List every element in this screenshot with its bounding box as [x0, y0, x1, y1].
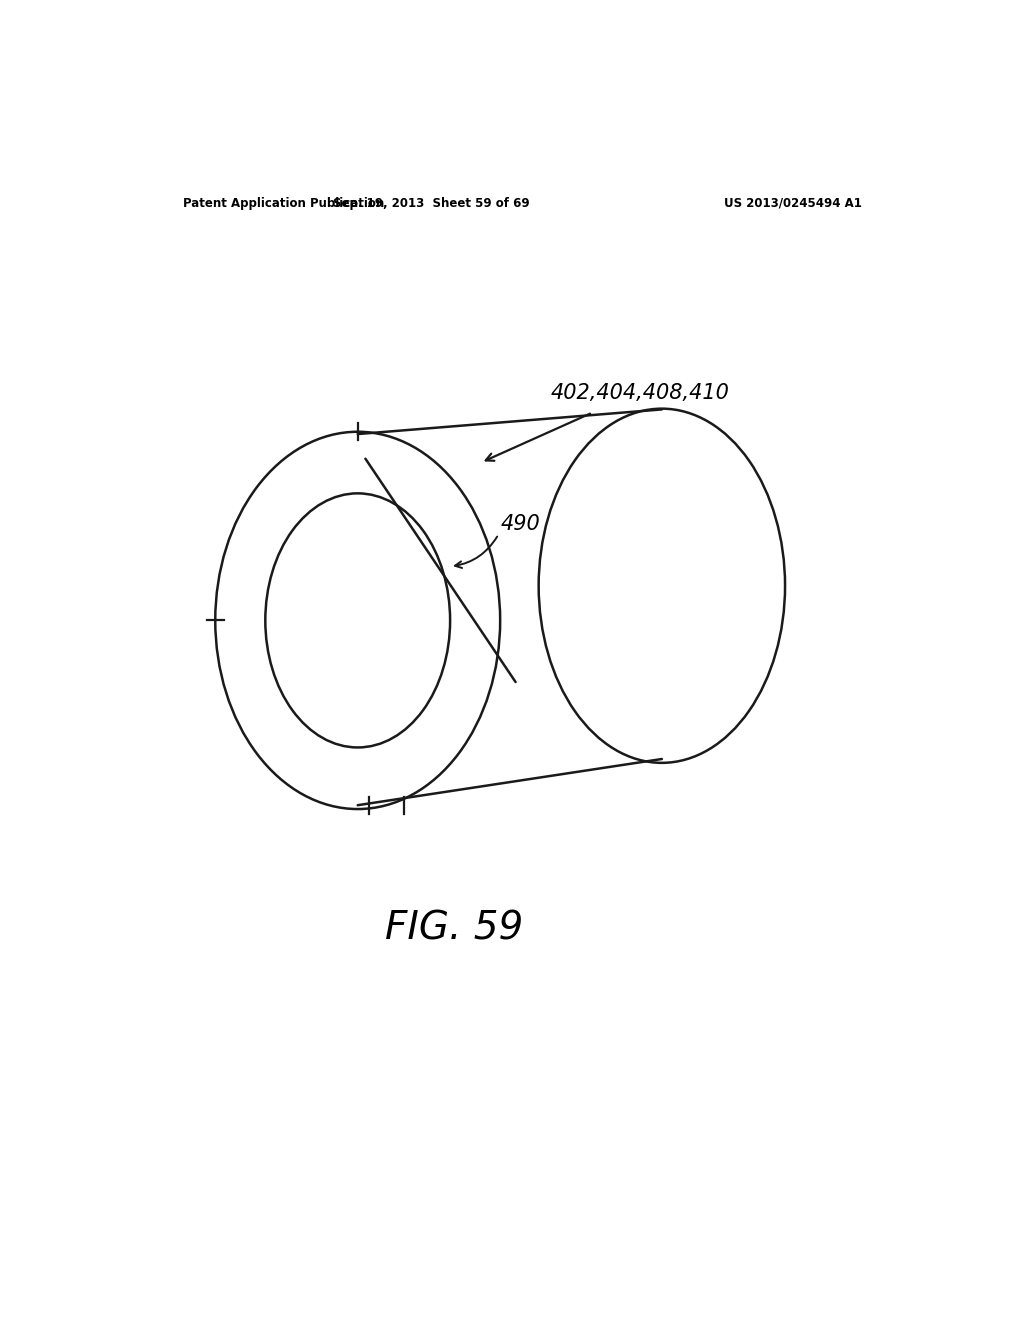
Text: 490: 490 [500, 515, 540, 535]
Text: FIG. 59: FIG. 59 [385, 909, 523, 948]
Text: Patent Application Publication: Patent Application Publication [183, 197, 384, 210]
Text: Sep. 19, 2013  Sheet 59 of 69: Sep. 19, 2013 Sheet 59 of 69 [333, 197, 529, 210]
Text: US 2013/0245494 A1: US 2013/0245494 A1 [724, 197, 862, 210]
Text: 402,404,408,410: 402,404,408,410 [550, 383, 729, 403]
